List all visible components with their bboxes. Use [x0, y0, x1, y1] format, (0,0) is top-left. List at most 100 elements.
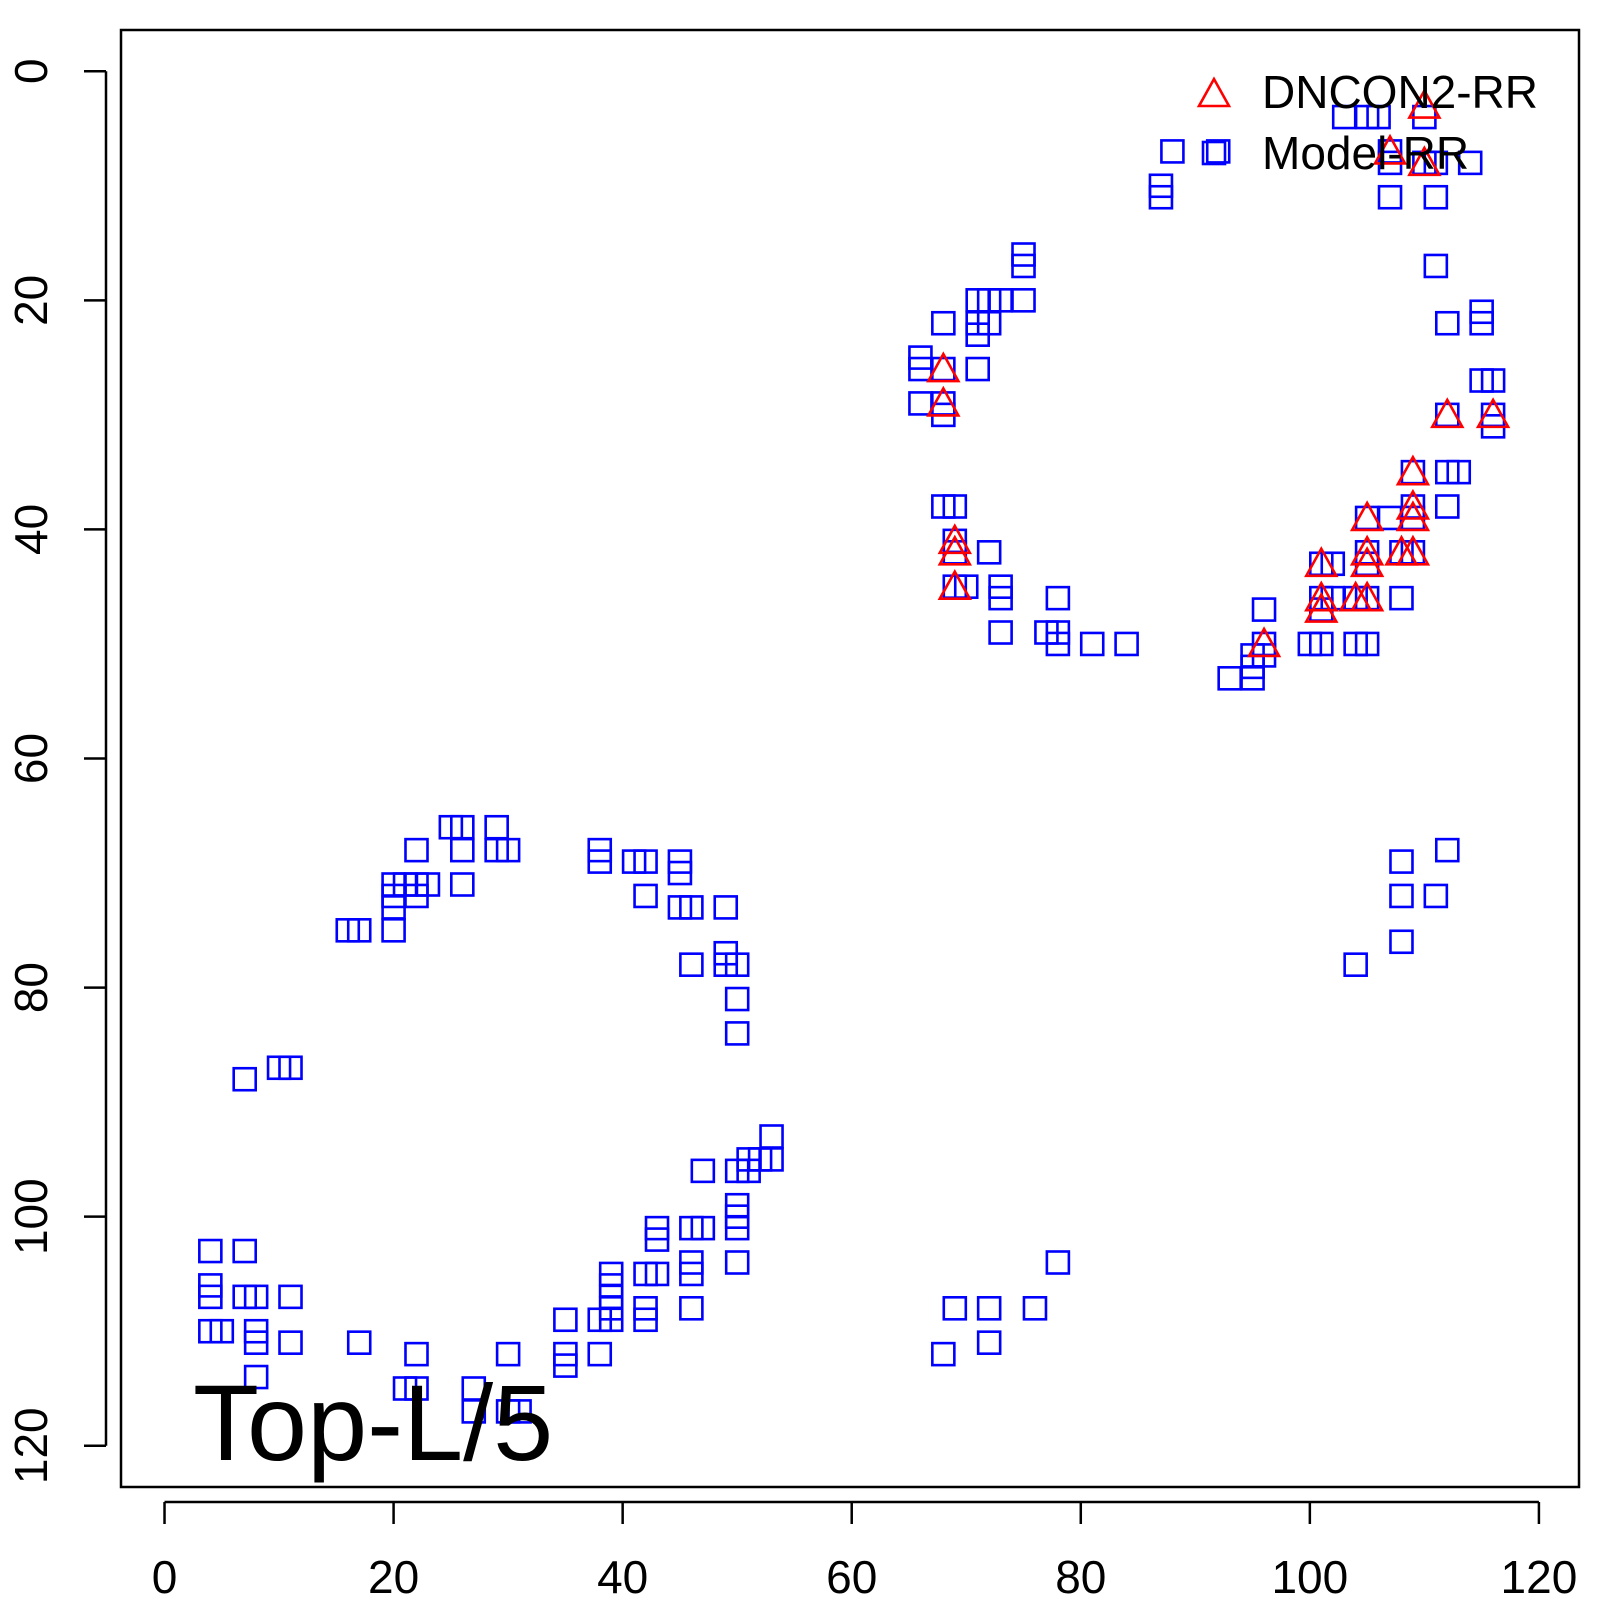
point-square	[587, 849, 613, 874]
point-square	[1434, 494, 1460, 519]
point-square	[1160, 139, 1185, 164]
point-square	[633, 849, 658, 874]
point-triangle	[1349, 580, 1385, 612]
point-square	[644, 1227, 670, 1252]
point-square	[1389, 585, 1414, 611]
point-square	[553, 1307, 578, 1333]
point-triangle	[1430, 397, 1465, 429]
point-square	[976, 540, 1002, 565]
point-square	[724, 1021, 750, 1046]
point-square	[415, 872, 441, 897]
point-square	[1366, 104, 1391, 130]
point-triangle	[937, 523, 973, 555]
point-triangle	[1304, 580, 1339, 612]
x-axis: 0 20 40 60 80 100 120	[152, 1500, 1578, 1600]
plot-frame	[119, 28, 1581, 1489]
y-tick-label: 0	[5, 58, 57, 84]
point-square	[381, 918, 406, 943]
x-tick-label: 60	[826, 1551, 877, 1600]
x-tick-label: 120	[1501, 1551, 1578, 1600]
point-square	[1205, 139, 1231, 164]
point-square	[679, 952, 704, 977]
point-triangle	[1395, 500, 1431, 532]
y-tick-label: 80	[5, 962, 57, 1013]
point-square	[1434, 837, 1460, 863]
point-square	[667, 860, 693, 886]
point-square	[942, 1296, 968, 1321]
y-tick-label: 100	[5, 1178, 57, 1255]
point-square	[450, 837, 475, 863]
point-triangle	[1407, 87, 1442, 119]
point-square	[495, 837, 521, 863]
x-tick-label: 80	[1055, 1551, 1106, 1600]
point-square	[1469, 310, 1494, 336]
legend-label: Model-RR	[1262, 127, 1469, 179]
point-triangle	[1349, 546, 1385, 578]
point-square	[278, 1284, 303, 1310]
legend-square-icon	[1201, 140, 1227, 166]
point-square	[931, 310, 956, 336]
point-triangle	[1395, 488, 1431, 520]
y-tick-label: 120	[5, 1407, 57, 1484]
point-triangle	[1475, 397, 1511, 429]
y-axis: 0 20 40 60 80 100 120	[5, 58, 108, 1484]
point-square	[1309, 631, 1334, 657]
point-triangle	[1407, 145, 1442, 177]
point-square	[759, 1147, 784, 1172]
legend-triangle-icon	[1196, 76, 1232, 108]
point-square	[1480, 368, 1506, 393]
point-square	[644, 1261, 670, 1287]
point-square	[243, 1364, 269, 1390]
point-square	[1251, 597, 1277, 622]
point-square	[1446, 459, 1472, 485]
point-square	[507, 1399, 532, 1424]
point-square	[232, 1238, 257, 1264]
point-square	[278, 1055, 303, 1081]
point-square	[553, 1353, 578, 1378]
point-square	[450, 872, 475, 897]
point-triangle	[1349, 534, 1385, 566]
point-square	[1114, 631, 1139, 657]
point-square	[1045, 1250, 1071, 1275]
point-square	[976, 1330, 1002, 1355]
point-square	[942, 494, 968, 519]
point-square	[587, 1341, 613, 1367]
legend: DNCON2-RR Model-RR	[1196, 66, 1538, 179]
point-triangle	[1395, 454, 1431, 486]
point-triangle	[937, 569, 973, 600]
point-square	[461, 1399, 487, 1424]
point-square	[404, 1341, 429, 1367]
point-square	[679, 1296, 704, 1321]
point-square	[988, 585, 1013, 611]
y-tick-label: 60	[5, 733, 57, 784]
point-square	[1011, 288, 1036, 313]
point-square	[1457, 150, 1483, 176]
point-square	[1045, 585, 1071, 611]
point-square	[1423, 883, 1449, 909]
point-triangle	[1372, 133, 1408, 165]
point-triangle	[1246, 626, 1282, 658]
point-square	[690, 1158, 716, 1184]
point-square	[1343, 952, 1368, 977]
point-square	[1354, 631, 1380, 657]
point-square	[243, 1330, 269, 1355]
point-square	[404, 1376, 429, 1401]
point-square	[346, 918, 372, 943]
legend-label: DNCON2-RR	[1262, 66, 1538, 118]
point-square	[243, 1284, 269, 1310]
y-tick-label: 40	[5, 504, 57, 555]
point-square	[976, 1296, 1002, 1321]
series-dncon2-rr	[926, 87, 1511, 658]
point-square	[1389, 929, 1414, 955]
point-square	[1011, 253, 1036, 279]
point-square	[404, 837, 429, 863]
point-square	[232, 1066, 257, 1092]
x-tick-label: 0	[152, 1551, 178, 1600]
x-tick-label: 20	[368, 1551, 419, 1600]
y-tick-label: 20	[5, 275, 57, 326]
point-square	[1148, 184, 1174, 210]
point-triangle	[1304, 591, 1339, 623]
point-square	[1079, 631, 1105, 657]
